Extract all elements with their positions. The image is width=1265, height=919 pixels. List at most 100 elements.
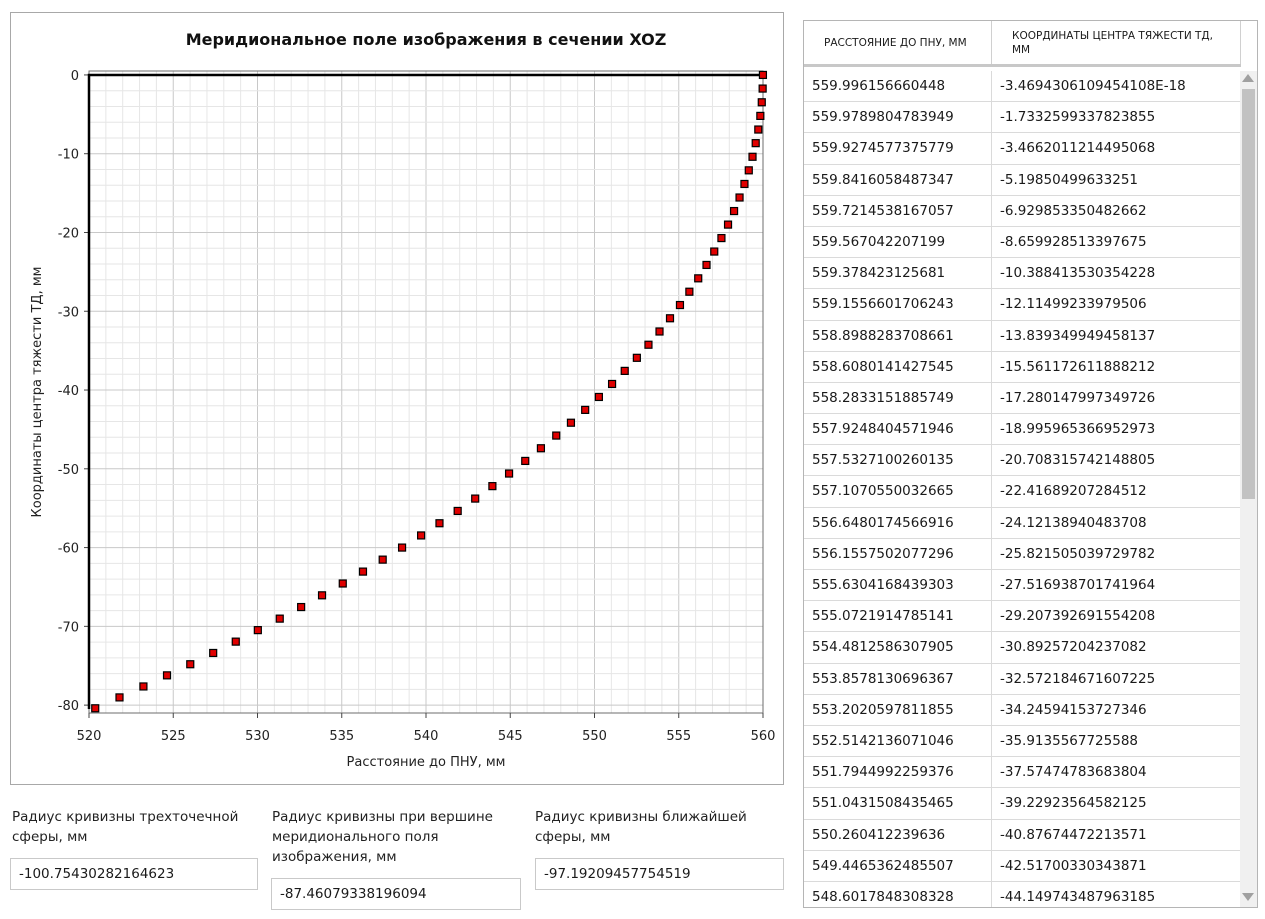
table-row[interactable]: 553.8578130696367 -32.572184671607225 [804, 663, 1241, 695]
cell-distance[interactable]: 559.7214538167057 [804, 195, 992, 227]
column-header-coordinate[interactable]: КООРДИНАТЫ ЦЕНТРА ТЯЖЕСТИ ТД, ММ [992, 21, 1241, 64]
cell-distance[interactable]: 559.1556601706243 [804, 289, 992, 321]
data-point [735, 193, 744, 202]
cell-distance[interactable]: 558.2833151885749 [804, 382, 992, 414]
cell-distance[interactable]: 554.4812586307905 [804, 632, 992, 664]
table-row[interactable]: 558.6080141427545 -15.561172611888212 [804, 351, 1241, 383]
table-row[interactable]: 557.1070550032665 -22.41689207284512 [804, 476, 1241, 508]
cell-distance[interactable]: 559.996156660448 [804, 71, 992, 102]
three-point-radius-field[interactable]: -100.75430282164623 [10, 858, 258, 890]
data-point [702, 260, 711, 270]
table-row[interactable]: 556.1557502077296 -25.821505039729782 [804, 538, 1241, 570]
table-row[interactable]: 559.378423125681 -10.38841353035422​8 [804, 258, 1241, 290]
y-tick-label: 0 [71, 69, 79, 84]
table-row[interactable]: 555.0721914785141 -29.207392691554208 [804, 601, 1241, 633]
cell-coordinate[interactable]: -3.4694306109454108E-18 [992, 71, 1241, 102]
cell-coordinate[interactable]: -3.4662011214495068 [992, 133, 1241, 165]
vertex-radius-field[interactable]: -87.46079338196094 [271, 878, 521, 910]
cell-coordinate[interactable]: -32.572184671607225 [992, 663, 1241, 695]
cell-distance[interactable]: 557.1070550032665 [804, 476, 992, 508]
table-row[interactable]: 554.4812586307905 -30.89257204237082 [804, 632, 1241, 664]
data-point [723, 220, 733, 229]
table-row[interactable]: 558.2833151885749 -17.280147997349726 [804, 382, 1241, 415]
table-row[interactable]: 559.1556601706243 -12.11499233979506 [804, 289, 1241, 321]
cell-distance[interactable]: 558.8988283708661 [804, 320, 992, 352]
cell-coordinate[interactable]: -20.708315742148805 [992, 445, 1241, 477]
cell-coordinate[interactable]: -18.995965366952973 [992, 414, 1241, 446]
y-tick-label: -30 [58, 305, 79, 320]
cell-coordinate[interactable]: -12.11499233979506 [992, 289, 1241, 321]
cell-distance[interactable]: 551.7944992259376 [804, 757, 992, 789]
scroll-up-icon[interactable] [1242, 74, 1254, 82]
data-point [91, 704, 100, 713]
cell-coordinate[interactable]: -27.516938701741964 [992, 570, 1241, 601]
table-row[interactable]: 551.7944992259376 -37.57474783683804 [804, 757, 1241, 789]
cell-distance[interactable]: 548.6017848308328 [804, 881, 992, 907]
vertical-scrollbar[interactable] [1240, 71, 1257, 907]
cell-coordinate[interactable]: -34.24594153727346 [992, 694, 1241, 726]
cell-distance[interactable]: 555.6304168439303 [804, 570, 992, 601]
table-row[interactable]: 557.9248404571946 -18.995965366952973 [804, 414, 1241, 446]
data-point [744, 166, 753, 175]
cell-distance[interactable]: 559.567042207199 [804, 226, 992, 258]
cell-distance[interactable]: 559.378423125681 [804, 258, 992, 290]
scroll-down-icon[interactable] [1242, 893, 1254, 901]
cell-coordinate[interactable]: -29.207392691554208 [992, 601, 1241, 633]
table-row[interactable]: 553.2020597811855 -34.24594153727346 [804, 694, 1241, 726]
cell-distance[interactable]: 549.4465362485507 [804, 850, 992, 882]
table-row[interactable]: 552.5142136071046 -35.9135567725588 [804, 725, 1241, 758]
table-row[interactable]: 550.260412239636 -40.87674472213571 [804, 819, 1241, 851]
cell-coordinate[interactable]: -37.57474783683804 [992, 757, 1241, 789]
cell-coordinate[interactable]: -17.280147997349726 [992, 382, 1241, 414]
cell-distance[interactable]: 551.0431508435465 [804, 788, 992, 820]
cell-distance[interactable]: 555.0721914785141 [804, 601, 992, 633]
table-row[interactable]: 548.6017848308328 -44.149743487963185 [804, 881, 1241, 907]
cell-distance[interactable]: 550.260412239636 [804, 819, 992, 851]
data-point [581, 405, 590, 414]
table-row[interactable]: 558.8988283708661 -13.839349949458137 [804, 320, 1241, 352]
cell-distance[interactable]: 557.9248404571946 [804, 414, 992, 446]
cell-coordinate[interactable]: -13.839349949458137 [992, 320, 1241, 352]
column-header-distance[interactable]: РАССТОЯНИЕ ДО ПНУ, ММ [804, 21, 992, 64]
scrollbar-thumb[interactable] [1242, 89, 1255, 499]
table-row[interactable]: 549.4465362485507 -42.51700330343871 [804, 850, 1241, 882]
table-row[interactable]: 559.7214538167057 -6.92985335048266​2 [804, 195, 1241, 227]
cell-coordinate[interactable]: -6.92985335048266​2 [992, 195, 1241, 227]
cell-coordinate[interactable]: -39.22923564582125 [992, 788, 1241, 820]
table-row[interactable]: 556.6480174566916 -24.12138940483708 [804, 507, 1241, 539]
cell-coordinate[interactable]: -42.51700330343871 [992, 850, 1241, 882]
cell-coordinate[interactable]: -8.659928513397675 [992, 226, 1241, 258]
cell-coordinate[interactable]: -35.9135567725588 [992, 725, 1241, 757]
cell-coordinate[interactable]: -10.38841353035422​8 [992, 258, 1241, 290]
table-row[interactable]: 557.5327100260135 -20.708315742148805 [804, 445, 1241, 477]
table-row[interactable]: 559.9789804783949 -1.7332599337823855 [804, 102, 1241, 134]
cell-coordinate[interactable]: -24.12138940483708 [992, 507, 1241, 539]
table-row[interactable]: 559.9274577375779 -3.4662011214495068 [804, 133, 1241, 165]
cell-distance[interactable]: 556.6480174566916 [804, 507, 992, 539]
cell-distance[interactable]: 559.8416058487347 [804, 164, 992, 196]
cell-coordinate[interactable]: -30.89257204237082 [992, 632, 1241, 664]
cell-coordinate[interactable]: -40.87674472213571 [992, 819, 1241, 851]
cell-distance[interactable]: 557.5327100260135 [804, 445, 992, 477]
cell-distance[interactable]: 558.6080141427545 [804, 351, 992, 383]
cell-coordinate[interactable]: -15.561172611888212 [992, 351, 1241, 383]
table-row[interactable]: 551.0431508435465 -39.22923564582125 [804, 788, 1241, 820]
y-tick-label: -20 [58, 226, 79, 241]
table-row[interactable]: 559.8416058487347 -5.19850499633251 [804, 164, 1241, 196]
cell-distance[interactable]: 553.8578130696367 [804, 663, 992, 695]
data-point [536, 444, 546, 453]
cell-distance[interactable]: 552.5142136071046 [804, 725, 992, 757]
cell-distance[interactable]: 559.9274577375779 [804, 133, 992, 165]
nearest-sphere-radius-field[interactable]: -97.19209457754519 [535, 858, 784, 890]
cell-coordinate[interactable]: -5.19850499633251 [992, 164, 1241, 196]
table-row[interactable]: 559.567042207199 -8.659928513397675 [804, 226, 1241, 259]
cell-coordinate[interactable]: -22.41689207284512 [992, 476, 1241, 508]
table-row[interactable]: 559.996156660448 -3.4694306109454108E-18 [804, 71, 1241, 103]
cell-coordinate[interactable]: -1.7332599337823855 [992, 102, 1241, 134]
cell-coordinate[interactable]: -25.821505039729782 [992, 538, 1241, 570]
cell-distance[interactable]: 559.9789804783949 [804, 102, 992, 134]
cell-coordinate[interactable]: -44.149743487963185 [992, 881, 1241, 907]
cell-distance[interactable]: 556.1557502077296 [804, 538, 992, 570]
table-row[interactable]: 555.6304168439303 -27.516938701741964 [804, 570, 1241, 602]
cell-distance[interactable]: 553.2020597811855 [804, 694, 992, 726]
